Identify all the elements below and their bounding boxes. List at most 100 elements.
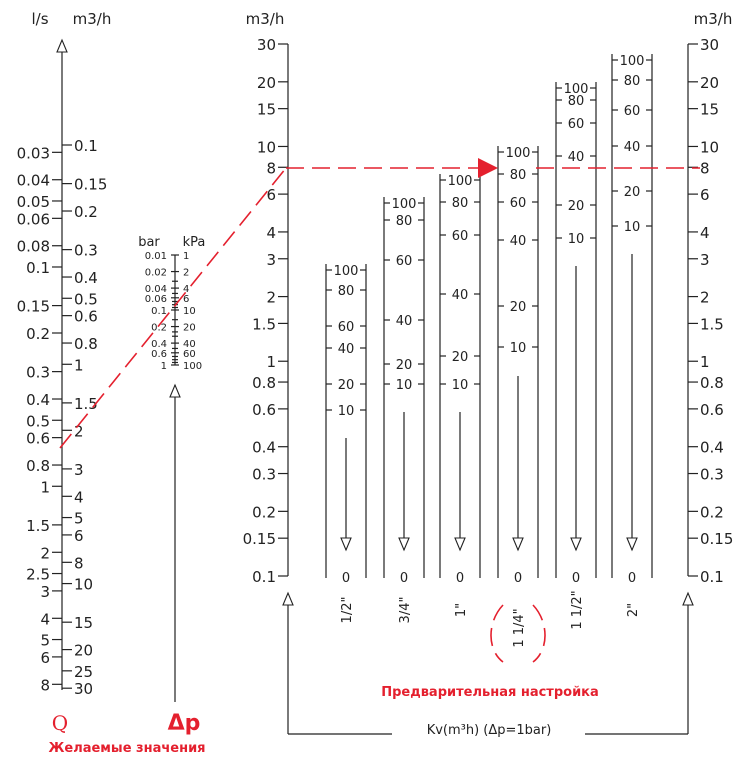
kv-right-tick-label: 15 <box>700 101 719 119</box>
kv-right-tick-label: 3 <box>700 251 710 269</box>
kv-left-tick-label: 0.8 <box>252 374 276 392</box>
presetting-tick-label: 40 <box>568 150 585 165</box>
unit-m3-per-h: m3/h <box>73 10 112 28</box>
kv-left-tick-label: 15 <box>257 101 276 119</box>
kv-right-tick-label: 20 <box>700 74 719 92</box>
kv-right-tick-label: 30 <box>700 36 719 54</box>
label-presetting: Предварительная настройка <box>381 685 599 700</box>
flow-m3h-tick-label: 0.3 <box>74 242 98 260</box>
flow-ls-tick-label: 0.3 <box>26 364 50 382</box>
flow-m3h-tick-label: 30 <box>74 680 93 698</box>
presetting-zero-label: 0 <box>400 571 408 586</box>
presetting-zero-label: 0 <box>628 571 636 586</box>
kv-right-tick-label: 2 <box>700 289 710 307</box>
flow-m3h-tick-label: 5 <box>74 510 84 528</box>
presetting-tick-label: 60 <box>624 104 641 119</box>
pipe-size-label: 1 1/4" <box>512 608 527 647</box>
flow-m3h-tick-label: 1.5 <box>74 395 98 413</box>
kv-left-tick-label: 0.6 <box>252 401 276 419</box>
flow-ls-tick-label: 0.05 <box>17 193 50 211</box>
flow-ls-tick-label: 0.08 <box>17 238 50 256</box>
presetting-arrow-head <box>626 537 638 552</box>
presetting-tick-label: 40 <box>624 140 641 155</box>
pressure-bar-label: 0.06 <box>145 294 167 305</box>
kv-left-tick-label: 2 <box>266 289 276 307</box>
kv-right-tick-label: 0.2 <box>700 503 724 521</box>
pressure-kpa-label: 10 <box>183 306 196 317</box>
flow-m3h-tick-label: 4 <box>74 488 84 506</box>
kv-left-tick-label: 0.15 <box>243 530 276 548</box>
presetting-arrow-head <box>570 537 582 552</box>
presetting-tick-label: 10 <box>338 404 355 419</box>
presetting-tick-label: 20 <box>338 378 355 393</box>
kv-left-tick-label: 3 <box>266 251 276 269</box>
pipe-size-label: 1" <box>454 603 469 617</box>
presetting-zero-label: 0 <box>572 571 580 586</box>
flow-m3h-tick-label: 6 <box>74 527 84 545</box>
kv-left-tick-label: 10 <box>257 138 276 156</box>
kv-right-tick-label: 0.4 <box>700 439 724 457</box>
presetting-tick-label: 60 <box>452 229 469 244</box>
kv-right-tick-label: 1.5 <box>700 315 724 333</box>
flow-ls-tick-label: 0.8 <box>26 457 50 475</box>
pressure-kpa-label: 60 <box>183 349 196 360</box>
pressure-bar-label: 0.01 <box>145 251 167 262</box>
flow-ls-tick-label: 0.5 <box>26 412 50 430</box>
pipe-size-label: 2" <box>626 603 641 617</box>
presetting-tick-label: 10 <box>510 341 527 356</box>
flow-ls-tick-label: 0.1 <box>26 259 50 277</box>
flow-ls-tick-label: 0.6 <box>26 430 50 448</box>
kv-right-tick-label: 0.15 <box>700 530 733 548</box>
unit-bar: bar <box>138 235 160 250</box>
kv-right-tick-label: 0.3 <box>700 466 724 484</box>
kv-left-tick-label: 0.2 <box>252 503 276 521</box>
flow-ls-tick-label: 0.4 <box>26 391 50 409</box>
flow-m3h-tick-label: 0.5 <box>74 290 98 308</box>
presetting-zero-label: 0 <box>456 571 464 586</box>
kv-left-tick-label: 4 <box>266 224 276 242</box>
presetting-tick-label: 40 <box>338 342 355 357</box>
flow-m3h-tick-label: 0.2 <box>74 203 98 221</box>
presetting-tick-label: 40 <box>510 234 527 249</box>
kv-left-tick-label: 0.4 <box>252 439 276 457</box>
kv-left-tick-label: 30 <box>257 36 276 54</box>
kv-right-tick-label: 8 <box>700 159 710 177</box>
kv-left-tick-label: 20 <box>257 74 276 92</box>
label-kv: Kv(m³h) (Δp=1bar) <box>427 723 552 738</box>
flow-m3h-tick-label: 15 <box>74 614 93 632</box>
kv-left-tick-label: 1.5 <box>252 315 276 333</box>
presetting-tick-label: 100 <box>392 197 417 212</box>
pressure-bar-label: 0.4 <box>151 339 167 350</box>
flow-ls-tick-label: 0.2 <box>26 325 50 343</box>
kv-left-tick-label: 6 <box>266 186 276 204</box>
presetting-tick-label: 60 <box>510 196 527 211</box>
flow-ls-tick-label: 1.5 <box>26 517 50 535</box>
presetting-tick-label: 10 <box>568 232 585 247</box>
presetting-tick-label: 100 <box>620 54 645 69</box>
unit-kpa: kPa <box>183 235 206 250</box>
presetting-arrow-head <box>512 537 524 552</box>
kv-left-tick-label: 8 <box>266 159 276 177</box>
unit-l-per-s: l/s <box>31 10 48 28</box>
presetting-arrow-head <box>454 537 466 552</box>
kv-right-tick-label: 6 <box>700 186 710 204</box>
kv-right-tick-label: 0.1 <box>700 568 724 586</box>
presetting-tick-label: 100 <box>506 146 531 161</box>
presetting-tick-label: 80 <box>452 196 469 211</box>
presetting-tick-label: 20 <box>510 300 527 315</box>
pressure-kpa-label: 1 <box>183 251 189 262</box>
flow-m3h-tick-label: 10 <box>74 576 93 594</box>
flow-m3h-tick-label: 2 <box>74 422 84 440</box>
presetting-tick-label: 80 <box>568 94 585 109</box>
flow-ls-tick-label: 0.15 <box>17 298 50 316</box>
flow-ls-tick-label: 4 <box>40 610 50 628</box>
flow-m3h-tick-label: 1 <box>74 356 84 374</box>
pressure-bar-label: 0.6 <box>151 349 167 360</box>
kv-right-tick-label: 0.8 <box>700 374 724 392</box>
flow-m3h-tick-label: 8 <box>74 554 84 572</box>
kv-unit-right: m3/h <box>694 10 733 28</box>
construction-arrowhead <box>478 158 498 178</box>
flow-ls-tick-label: 0.06 <box>17 210 50 228</box>
presetting-tick-label: 80 <box>510 168 527 183</box>
highlight-bracket-1-1-4 <box>490 604 546 663</box>
